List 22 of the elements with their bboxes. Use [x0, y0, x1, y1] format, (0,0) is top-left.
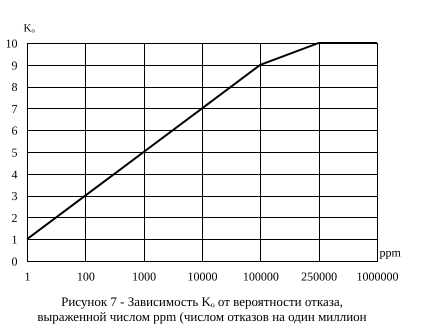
- x-tick-label: 250000: [301, 270, 338, 284]
- x-tick-label: 1: [24, 270, 30, 284]
- y-axis-title: Kₒ: [24, 22, 35, 34]
- x-tick-label: 100000: [242, 270, 279, 284]
- y-tick-label: 8: [12, 80, 18, 94]
- y-tick-label: 6: [12, 124, 18, 138]
- y-tick-label: 9: [12, 58, 18, 72]
- y-tick-label: 10: [6, 36, 18, 50]
- y-tick-label: 5: [12, 146, 18, 160]
- y-tick-label: 2: [12, 210, 18, 225]
- x-tick-label: 1000: [132, 270, 156, 284]
- y-tick-label: 1: [12, 232, 18, 247]
- x-axis-title: ppm: [380, 246, 402, 260]
- text: Рисунок 7 - Зависимость Kₒ от вероятности отказа,: [61, 294, 343, 309]
- x-tick-label: 1000000: [356, 270, 398, 284]
- x-tick-label: 100: [76, 270, 95, 284]
- y-tick-label: 7: [12, 102, 18, 116]
- y-tick-label: 4: [12, 167, 18, 182]
- x-tick-label: 10000: [188, 270, 218, 284]
- y-tick-label: 3: [12, 189, 18, 204]
- y-tick-label: 0: [12, 254, 18, 268]
- text: выраженной числом ppm (числом отказов на один миллион: [37, 309, 367, 324]
